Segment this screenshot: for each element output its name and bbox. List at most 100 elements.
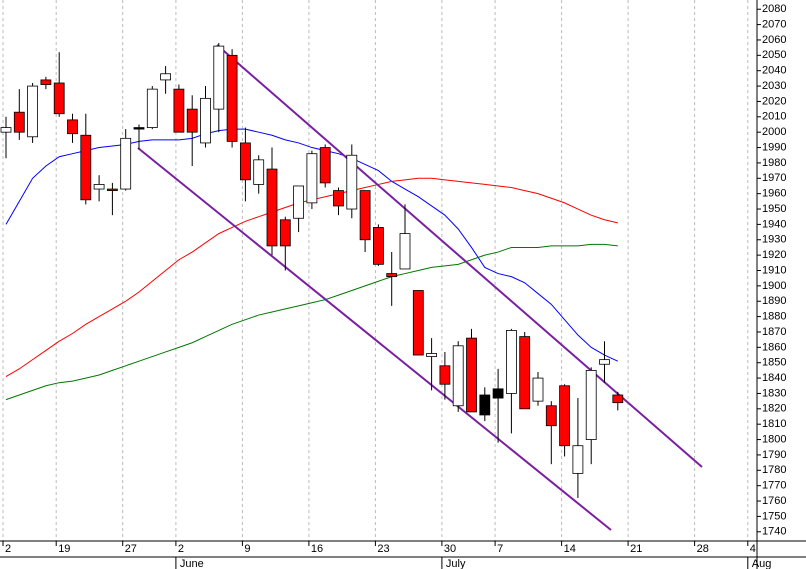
candle-body (27, 85, 39, 138)
y-tick-label: 1990 (762, 141, 786, 153)
y-tick-label: 1920 (762, 249, 786, 261)
y-tick-label: 2030 (762, 80, 786, 92)
candle-body (333, 190, 344, 207)
y-tick-label: 1930 (762, 234, 786, 246)
y-tick-label: 1770 (762, 480, 786, 492)
y-tick-label: 2060 (762, 34, 786, 46)
candle-body (133, 127, 145, 130)
candle-body (279, 219, 291, 247)
candle-body (599, 359, 610, 365)
candle-body (492, 388, 504, 399)
candle-body (319, 147, 331, 184)
x-tick-label: 14 (564, 543, 576, 555)
y-tick-label: 1840 (762, 372, 786, 384)
y-tick-label: 1980 (762, 157, 786, 169)
candle-body (572, 445, 584, 474)
y-tick-label: 1830 (762, 387, 786, 399)
channel-lower (137, 147, 612, 531)
x-tick-label: 30 (444, 543, 456, 555)
candle-body (439, 365, 451, 385)
candle-body (399, 233, 411, 270)
y-tick-label: 1910 (762, 264, 786, 276)
x-tick-label: 23 (377, 543, 389, 555)
x-tick-label: 2 (178, 543, 184, 555)
candle-body (146, 88, 158, 128)
y-tick-label: 2000 (762, 126, 786, 138)
candle-body (40, 79, 52, 85)
y-tick-label: 1740 (762, 526, 786, 538)
candle-body (466, 337, 477, 413)
y-tick-label: 1880 (762, 311, 786, 323)
x-tick-label: 7 (497, 543, 503, 555)
candle-body (372, 227, 384, 265)
candle-body (532, 377, 544, 402)
candle-body (160, 73, 172, 81)
y-tick-label: 1780 (762, 464, 786, 476)
candle-body (120, 137, 132, 190)
candle-body (53, 82, 65, 115)
candle-body (505, 330, 517, 394)
candle-body (107, 188, 118, 191)
candle-body (0, 127, 12, 133)
y-tick-label: 2080 (762, 3, 786, 15)
y-tick-label: 1960 (762, 188, 786, 200)
candle-body (67, 119, 78, 135)
candle-body (585, 370, 597, 440)
candle-body (266, 168, 278, 247)
y-tick-label: 1750 (762, 510, 786, 522)
candle-body (80, 134, 92, 201)
y-tick-label: 1810 (762, 418, 786, 430)
candle-body (612, 394, 624, 404)
month-label: June (180, 558, 204, 569)
x-tick-label: 21 (630, 543, 642, 555)
y-tick-label: 1900 (762, 280, 786, 292)
x-tick-label: 16 (311, 543, 323, 555)
candle-body (186, 108, 198, 133)
candle-body (13, 111, 25, 133)
candle-body (426, 353, 438, 357)
candle-body (93, 184, 105, 190)
x-tick-label: 27 (125, 543, 137, 555)
candle-body (253, 159, 265, 185)
candle-body (412, 290, 424, 356)
candle-body (545, 405, 557, 427)
y-tick-label: 2020 (762, 95, 786, 107)
candle-body (293, 185, 305, 219)
y-tick-label: 1760 (762, 495, 786, 507)
x-tick-label: 4 (750, 543, 756, 555)
candle-body (346, 154, 358, 210)
y-tick-label: 2010 (762, 111, 786, 123)
month-label: Aug (752, 558, 772, 569)
x-tick-label: 9 (244, 543, 250, 555)
y-tick-label: 2040 (762, 65, 786, 77)
y-tick-label: 1820 (762, 403, 786, 415)
candle-body (239, 142, 251, 181)
x-tick-label: 2 (5, 543, 11, 555)
y-tick-label: 1970 (762, 172, 786, 184)
candle-body (213, 45, 225, 110)
candle-body (452, 345, 464, 407)
candle-body (519, 336, 531, 410)
y-tick-label: 1860 (762, 341, 786, 353)
candle-body (386, 273, 398, 278)
candle-body (226, 54, 238, 142)
y-tick-label: 1890 (762, 295, 786, 307)
moving-average (5, 243, 618, 401)
y-tick-label: 1800 (762, 433, 786, 445)
y-tick-label: 1790 (762, 449, 786, 461)
x-tick-label: 19 (58, 543, 70, 555)
moving-average (5, 128, 619, 362)
y-tick-label: 1940 (762, 218, 786, 230)
y-tick-label: 2050 (762, 49, 786, 61)
candle-body (306, 153, 318, 204)
x-tick-label: 28 (697, 543, 709, 555)
candle-body (359, 190, 371, 241)
y-tick-label: 1950 (762, 203, 786, 215)
y-tick-label: 1870 (762, 326, 786, 338)
candle-body (479, 394, 491, 416)
candle-body (200, 97, 211, 144)
y-tick-label: 1850 (762, 357, 786, 369)
